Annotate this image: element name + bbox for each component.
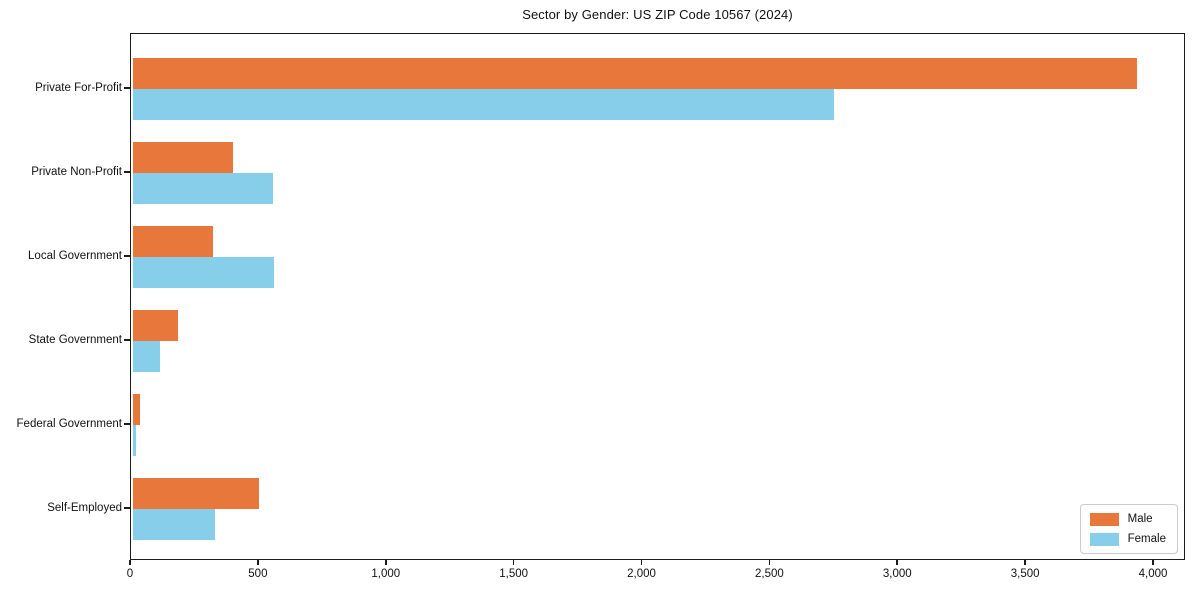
- x-tick-mark: [640, 560, 643, 565]
- legend: Male Female: [1079, 504, 1178, 554]
- x-tick-label-4000: 4,000: [1138, 568, 1168, 580]
- bar-male-federal-government: [132, 394, 140, 425]
- y-axis-label-private-for-profit: Private For-Profit: [35, 82, 122, 94]
- y-tick-mark: [124, 339, 130, 341]
- y-axis-label-state-government: State Government: [28, 334, 122, 346]
- legend-label-female: Female: [1127, 533, 1166, 545]
- legend-label-male: Male: [1127, 513, 1153, 525]
- x-tick-mark: [1152, 560, 1154, 565]
- x-tick-label-500: 500: [248, 568, 268, 580]
- y-tick-mark: [124, 423, 130, 425]
- bar-female-federal-government: [132, 425, 137, 456]
- x-tick-mark: [896, 560, 899, 565]
- bar-female-local-government: [132, 257, 275, 288]
- x-tick-mark: [1024, 560, 1026, 565]
- plot-area: [130, 33, 1185, 560]
- bar-male-self-employed: [132, 478, 259, 509]
- legend-swatch-male: [1089, 512, 1119, 526]
- x-tick-label-2000: 2,000: [627, 568, 656, 580]
- y-axis-label-local-government: Local Government: [28, 250, 122, 262]
- x-tick-label-3000: 3,000: [882, 568, 912, 580]
- y-tick-mark: [124, 507, 130, 509]
- y-axis-label-federal-government: Federal Government: [16, 418, 122, 430]
- bar-female-self-employed: [132, 509, 216, 540]
- legend-item-male: Male: [1089, 512, 1166, 526]
- bar-male-local-government: [132, 226, 213, 257]
- x-tick-label-3500: 3,500: [1010, 568, 1040, 580]
- x-tick-mark: [768, 560, 771, 565]
- bar-male-private-non-profit: [132, 142, 234, 173]
- bar-female-state-government: [132, 341, 161, 372]
- y-axis-label-self-employed: Self-Employed: [47, 502, 122, 514]
- legend-item-female: Female: [1089, 532, 1166, 546]
- x-tick-mark: [384, 560, 387, 565]
- x-tick-label-1000: 1,000: [371, 568, 401, 580]
- x-tick-label-1500: 1,500: [499, 568, 529, 580]
- y-tick-mark: [124, 87, 130, 89]
- bar-female-private-for-profit: [132, 89, 835, 120]
- y-tick-mark: [124, 171, 130, 173]
- bar-female-private-non-profit: [132, 173, 273, 204]
- x-tick-mark: [512, 560, 515, 565]
- y-axis-label-private-non-profit: Private Non-Profit: [31, 166, 122, 178]
- legend-swatch-female: [1089, 532, 1119, 546]
- x-tick-label-2500: 2,500: [755, 568, 784, 580]
- x-tick-mark: [129, 560, 131, 565]
- x-tick-mark: [257, 560, 259, 565]
- y-tick-mark: [124, 255, 130, 257]
- bar-male-state-government: [132, 310, 179, 341]
- bar-male-private-for-profit: [132, 58, 1138, 89]
- chart-title: Sector by Gender: US ZIP Code 10567 (202…: [522, 7, 793, 22]
- x-tick-label-0: 0: [126, 568, 134, 580]
